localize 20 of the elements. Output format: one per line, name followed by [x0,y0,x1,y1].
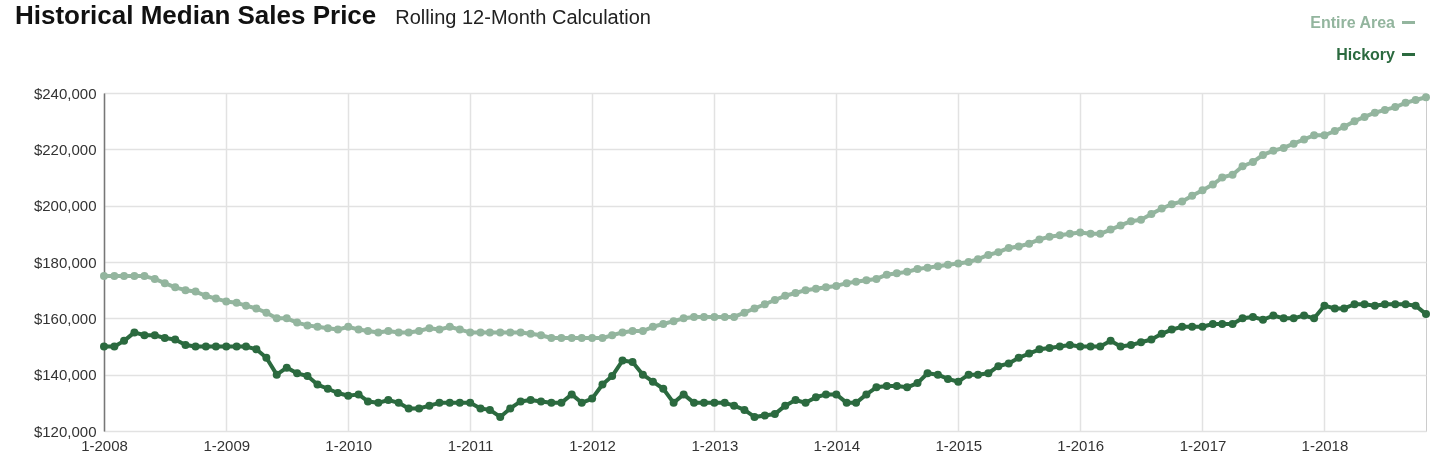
x-tick-label: 1-2013 [691,436,739,454]
y-tick-label: $140,000 [33,366,97,384]
chart-subtitle: Rolling 12-Month Calculation [395,6,651,28]
x-tick-label: 1-2017 [1179,436,1227,454]
x-tick-label: 1-2016 [1057,436,1105,454]
y-tick-label: $160,000 [33,309,97,327]
x-tick-label: 1-2010 [325,436,373,454]
x-tick-label: 1-2011 [447,436,494,454]
x-tick-label: 1-2009 [203,436,251,454]
x-tick-label: 1-2018 [1301,436,1349,454]
legend-label: Entire Area [1310,13,1396,31]
y-tick-label: $200,000 [33,197,97,215]
y-tick-label: $180,000 [33,253,97,271]
chart-title: Historical Median Sales Price [15,0,377,30]
y-tick-label: $220,000 [33,140,97,158]
x-tick-label: 1-2014 [813,436,861,454]
y-tick-label: $240,000 [33,84,97,102]
legend-label: Hickory [1336,45,1396,63]
x-tick-label: 1-2015 [935,436,983,454]
x-tick-label: 1-2012 [569,436,616,454]
